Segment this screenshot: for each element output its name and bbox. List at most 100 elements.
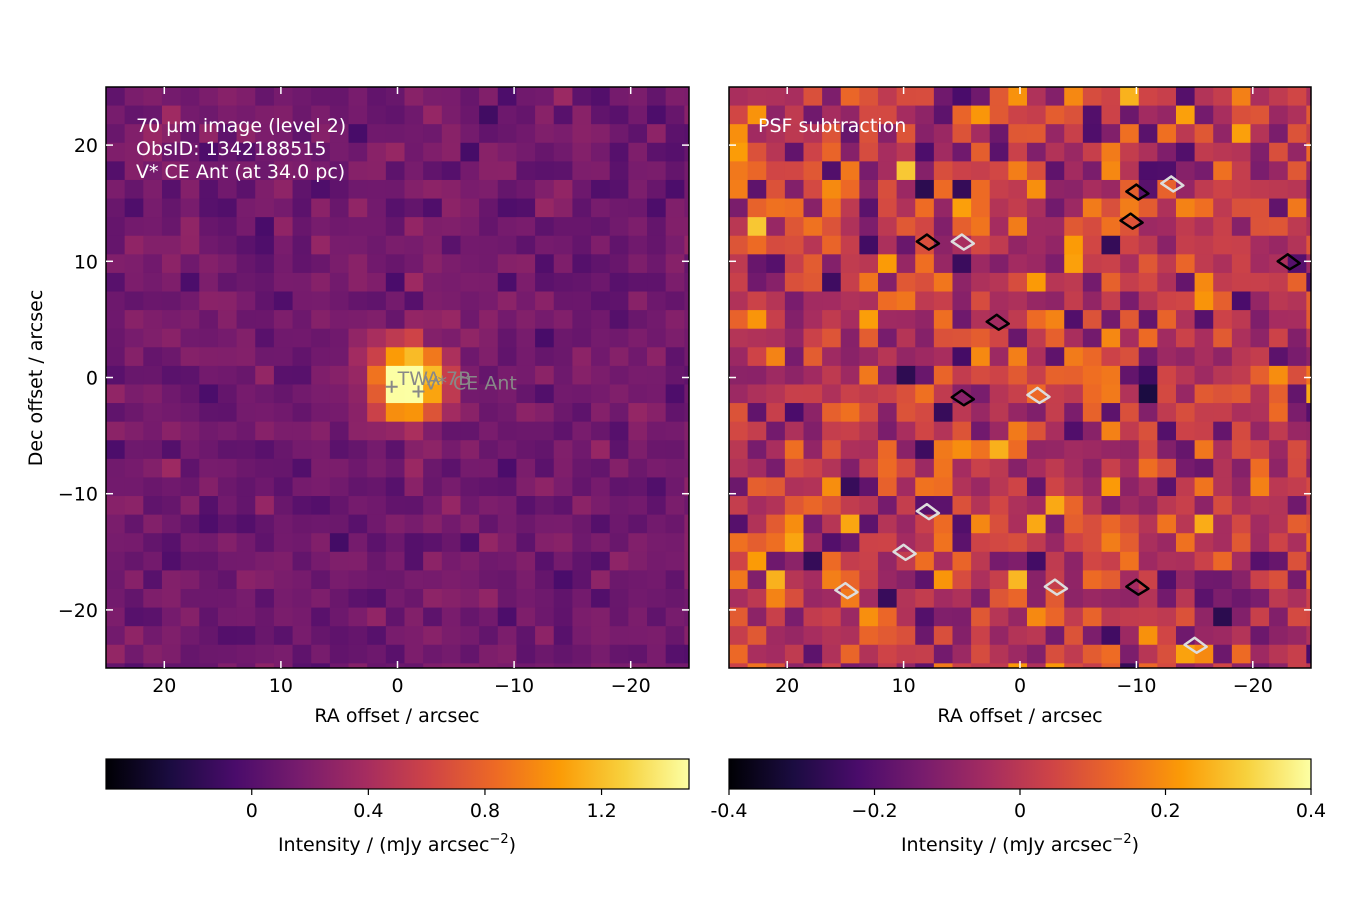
heatmap-cell [1101, 570, 1121, 590]
heatmap-cell [1045, 644, 1065, 664]
heatmap-cell [1008, 403, 1028, 423]
heatmap-cell [329, 328, 350, 348]
heatmap-cell [1026, 235, 1047, 255]
heatmap-cell [840, 198, 860, 218]
heatmap-cell [952, 496, 972, 516]
heatmap-cell [1008, 644, 1028, 664]
heatmap-cell [1287, 347, 1307, 367]
heatmap-cell [1325, 143, 1344, 162]
heatmap-cell [311, 328, 331, 348]
heatmap-cell [217, 235, 238, 255]
heatmap-cell [822, 347, 842, 367]
heatmap-cell [1175, 514, 1196, 534]
heatmap-cell [1026, 514, 1047, 534]
heatmap-cell [124, 254, 144, 274]
heatmap-cell [1269, 588, 1289, 609]
heatmap-cell [952, 403, 972, 423]
heatmap-cell [273, 87, 294, 107]
heatmap-cell [497, 161, 518, 181]
heatmap-cell [952, 458, 972, 479]
heatmap-cell [1008, 570, 1028, 590]
heatmap-cell [217, 458, 238, 479]
heatmap-cell [460, 365, 480, 386]
heatmap-cell [915, 142, 935, 162]
heatmap-cell [840, 161, 860, 181]
y-tick-label: −10 [58, 484, 98, 506]
heatmap-cell [747, 533, 767, 553]
heatmap-cell [859, 477, 879, 497]
heatmap-cell [1213, 272, 1233, 293]
heatmap-cell [181, 682, 200, 701]
heatmap-cell [199, 161, 219, 181]
heatmap-cell [348, 440, 368, 460]
heatmap-cell [441, 663, 462, 668]
heatmap-cell [143, 626, 163, 646]
heatmap-cell [628, 496, 648, 516]
heatmap-cell [1269, 161, 1289, 181]
heatmap-cell [803, 87, 823, 107]
heatmap-cell [952, 365, 972, 386]
heatmap-cell [441, 328, 462, 348]
heatmap-cell [292, 105, 312, 125]
heatmap-cell [628, 421, 648, 441]
heatmap-cell [329, 421, 350, 441]
x-tick-label: 10 [892, 675, 916, 697]
heatmap-cell [877, 365, 898, 386]
heatmap-cell [1175, 403, 1196, 423]
heatmap-cell [311, 440, 331, 460]
heatmap-cell [896, 291, 916, 311]
heatmap-cell [1250, 217, 1270, 237]
heatmap-cell [106, 644, 126, 664]
heatmap-cell [859, 607, 879, 627]
heatmap-cell [1213, 365, 1233, 386]
heatmap-cell [385, 254, 406, 274]
heatmap-cell [647, 254, 667, 274]
heatmap-cell [591, 682, 610, 701]
heatmap-cell [803, 644, 823, 664]
heatmap-cell [1082, 142, 1103, 162]
heatmap-cell [385, 533, 406, 553]
heatmap-cell [1306, 477, 1311, 497]
heatmap-cell [479, 421, 499, 441]
heatmap-cell [840, 626, 860, 646]
heatmap-cell [684, 105, 689, 125]
heatmap-cell [609, 588, 629, 609]
heatmap-cell [591, 533, 611, 553]
heatmap-cell [989, 272, 1009, 293]
heatmap-cell [1325, 310, 1344, 329]
heatmap-cell [199, 551, 219, 571]
heatmap-cell [1064, 124, 1084, 144]
heatmap-cell [423, 384, 443, 404]
heatmap-cell [1213, 328, 1233, 348]
heatmap-cell [572, 551, 592, 571]
heatmap-cell [1250, 179, 1270, 200]
heatmap-cell [1026, 254, 1047, 274]
heatmap-cell [348, 384, 368, 404]
heatmap-cell [199, 217, 219, 237]
heatmap-cell [236, 626, 256, 646]
heatmap-cell [1213, 198, 1233, 218]
heatmap-cell [553, 626, 573, 646]
contour-line [1183, 636, 1208, 655]
heatmap-cell [143, 588, 163, 609]
heatmap-cell [1306, 328, 1311, 348]
heatmap-cell [180, 272, 200, 293]
heatmap-cell [516, 477, 536, 497]
heatmap-cell [385, 124, 406, 144]
heatmap-cell [1064, 458, 1084, 479]
heatmap-cell [236, 570, 256, 590]
heatmap-cell [1231, 347, 1252, 367]
heatmap-cell [441, 496, 462, 516]
heatmap-cell [497, 403, 518, 423]
heatmap-cell [803, 179, 823, 200]
heatmap-cell [1008, 607, 1028, 627]
heatmap-cell [348, 588, 368, 609]
heatmap-cell [989, 384, 1009, 404]
heatmap-cell [1194, 440, 1214, 460]
heatmap-cell [497, 87, 518, 107]
heatmap-cell [404, 644, 424, 664]
heatmap-cell [385, 217, 406, 237]
heatmap-cell [841, 682, 860, 701]
heatmap-cell [840, 105, 860, 125]
